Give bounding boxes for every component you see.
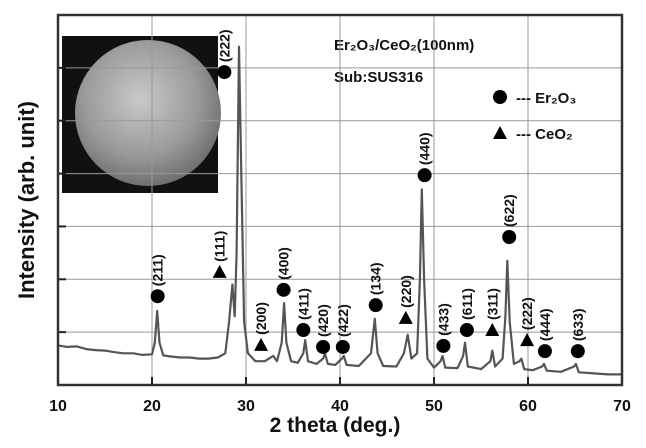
peak-label: (211) [150, 254, 166, 286]
note: Sub:SUS316 [334, 69, 423, 86]
x-tick-label: 70 [613, 398, 631, 415]
peak-label: (611) [459, 288, 475, 320]
marker-triangle [493, 126, 507, 139]
peak-label: (440) [417, 132, 433, 165]
marker-circle [217, 65, 232, 80]
peak-label: (422) [335, 304, 351, 337]
plot-frame [56, 13, 624, 387]
y-axis-label: Intensity (arb. unit) [14, 101, 39, 299]
x-tick-label: 50 [425, 398, 443, 415]
peak-label: (220) [398, 275, 414, 308]
marker-circle [368, 298, 383, 313]
peak-label: (411) [295, 288, 311, 320]
x-tick-label: 30 [237, 398, 255, 415]
marker-circle [150, 289, 165, 304]
peak-label: (134) [368, 262, 384, 295]
x-axis-label: 2 theta (deg.) [270, 414, 401, 437]
x-tick-label: 60 [519, 398, 537, 415]
peak-label: (222) [519, 297, 535, 330]
peak-label: (111) [212, 231, 228, 262]
marker-circle [493, 90, 507, 104]
marker-circle [436, 338, 451, 353]
peak-label: (420) [315, 304, 331, 337]
peak-label: (622) [501, 194, 517, 227]
marker-triangle [398, 310, 413, 324]
xrd-line [57, 45, 622, 376]
marker-circle [296, 323, 311, 338]
marker-triangle [520, 333, 535, 347]
x-tick-label: 10 [49, 398, 67, 415]
marker-circle [570, 344, 585, 359]
marker-circle [417, 168, 432, 183]
peak-label: (311) [484, 288, 500, 320]
note: Er₂O₃/CeO₂(100nm) [334, 37, 474, 54]
peak-label: (633) [570, 308, 586, 341]
legend-label: --- Er₂O₃ [516, 90, 576, 107]
wafer-image [75, 40, 221, 186]
peak-label: (222) [216, 29, 232, 62]
marker-triangle [254, 337, 269, 351]
x-tick-label: 20 [143, 398, 161, 415]
peak-label: (444) [537, 308, 553, 341]
marker-circle [537, 344, 552, 359]
legend-label: --- CeO₂ [516, 126, 573, 143]
peak-label: (200) [253, 302, 269, 335]
marker-triangle [212, 264, 227, 278]
x-tick-label: 40 [331, 398, 349, 415]
marker-circle [316, 339, 331, 354]
marker-triangle [485, 323, 500, 337]
marker-circle [459, 323, 474, 338]
peak-label: (433) [435, 303, 451, 336]
marker-circle [335, 339, 350, 354]
marker-circle [502, 230, 517, 244]
marker-circle [276, 282, 291, 297]
peak-label: (400) [276, 247, 292, 280]
